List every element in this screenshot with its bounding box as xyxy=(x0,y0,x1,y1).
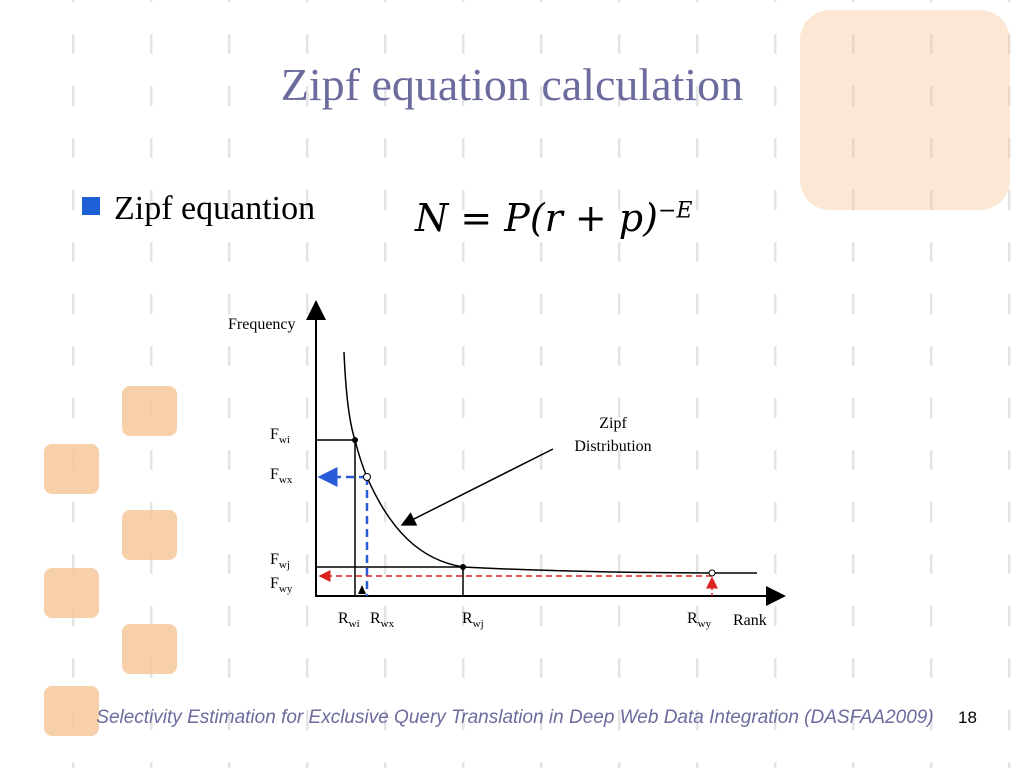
x-label-main: R xyxy=(462,610,473,627)
equation-exponent: −E xyxy=(657,198,693,224)
x-label-main: R xyxy=(370,610,381,627)
x-label-sub: wi xyxy=(349,618,360,630)
slide-title: Zipf equation calculation xyxy=(280,59,744,110)
y-label-sub: wj xyxy=(279,559,290,571)
y-label-main: F xyxy=(270,426,279,443)
equation: N = P(r + p)−E xyxy=(415,196,692,240)
equation-base: N = P(r + p) xyxy=(415,196,658,240)
y-axis-label: Frequency xyxy=(228,316,296,333)
page-number: 18 xyxy=(958,708,977,727)
x-label-sub: wx xyxy=(381,618,395,630)
y-label-main: F xyxy=(270,551,279,568)
curve-label: Distribution xyxy=(574,438,651,455)
y-label: Fwy xyxy=(270,575,293,595)
y-label: Fwi xyxy=(270,426,290,446)
x-label-main: R xyxy=(687,610,698,627)
x-label: Rwx xyxy=(370,610,395,630)
y-label-main: F xyxy=(270,575,279,592)
y-label-sub: wy xyxy=(279,583,293,595)
curve-label: Zipf xyxy=(599,415,627,432)
x-label: Rwj xyxy=(462,610,484,630)
y-label-sub: wx xyxy=(279,474,293,486)
y-label: Fwj xyxy=(270,551,290,571)
y-label-sub: wi xyxy=(279,434,290,446)
bullet: Zipf equantion xyxy=(82,190,315,228)
bullet-text: Zipf equantion xyxy=(114,190,316,227)
x-label-main: R xyxy=(338,610,349,627)
footer: Selectivity Estimation for Exclusive Que… xyxy=(96,707,934,728)
x-axis-label: Rank xyxy=(733,612,767,629)
x-label-sub: wy xyxy=(698,618,712,630)
y-label: Fwx xyxy=(270,466,293,486)
x-label: Rwi xyxy=(338,610,360,630)
x-label-sub: wj xyxy=(473,618,484,630)
x-label: Rwy xyxy=(687,610,712,630)
y-label-main: F xyxy=(270,466,279,483)
